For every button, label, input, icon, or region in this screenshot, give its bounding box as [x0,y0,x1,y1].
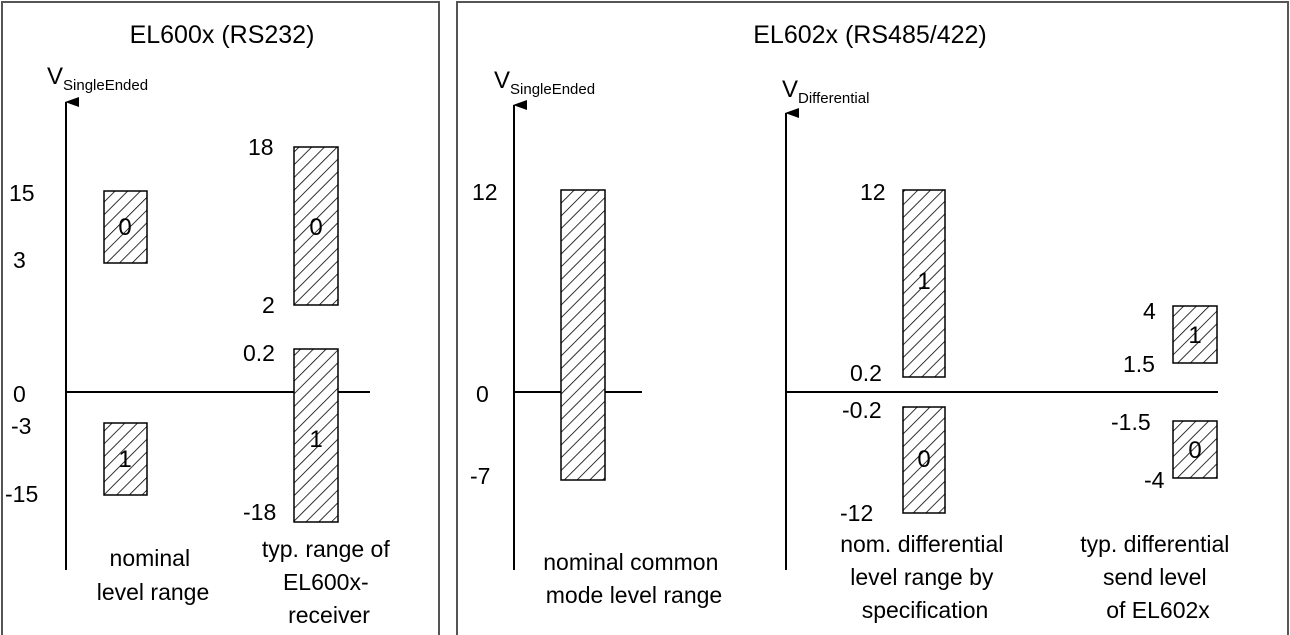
tick-label: -15 [5,481,38,507]
caption-line: typ. differential [1080,531,1229,557]
bit-label: 0 [118,214,131,241]
panel-frame [456,1,1289,635]
bit-label: 0 [1188,437,1201,464]
range-bar [902,406,946,514]
caption: nom. differential level range by specifi… [840,531,1010,623]
panel-el602x: EL602x (RS485/422) VSingleEnded 12 0 -7 … [456,1,1289,635]
caption: typ. range of EL600x- receiver [262,536,396,628]
y-axis-label-sub: Differential [798,90,869,107]
range-bar [103,422,148,496]
caption-line: EL600x- [283,569,369,595]
caption-line: mode level range [546,582,722,608]
y-axis-label-sub: SingleEnded [510,81,595,98]
bit-label: 0 [309,214,322,241]
range-bar [1172,305,1218,364]
bit-label: 1 [118,446,131,473]
caption: typ. differential send level of EL602x [1080,531,1236,623]
caption-line: specification [862,597,989,623]
y-axis-label: VDifferential [782,76,869,107]
bit-label: 1 [309,426,322,453]
panel-el600x: EL600x (RS232) VSingleEnded 15 3 0 -3 -1… [1,1,440,635]
tick-label: 18 [248,134,274,160]
tick-label: 0.2 [243,340,275,366]
caption-line: of EL602x [1106,597,1210,623]
bit-label: 1 [917,268,930,295]
y-axis-label-main: V [494,67,510,94]
caption: nominal level range [97,545,210,605]
tick-label: 0 [476,381,489,407]
range-bar [103,190,148,264]
range-bar [293,146,339,306]
caption-line: nominal [110,545,191,571]
panel-frame [1,1,440,635]
range-bar [560,189,606,481]
tick-label: 4 [1143,298,1156,324]
tick-label: 15 [9,180,35,206]
tick-label: -4 [1144,467,1165,493]
tick-label: -18 [243,499,276,525]
tick-label: -1.5 [1111,409,1151,435]
caption-line: typ. range of [262,536,390,562]
y-axis-label-main: V [782,76,798,103]
caption-line: nom. differential [840,531,1003,557]
caption-line: nominal common [543,549,718,575]
range-bar [902,189,946,378]
caption-line: level range [97,579,210,605]
range-bar [1172,420,1218,479]
range-bar [293,348,339,523]
tick-label: -12 [840,500,873,526]
tick-label: 0 [13,381,26,407]
tick-label: 1.5 [1123,351,1155,377]
caption-line: receiver [288,602,370,628]
y-axis-label-sub: SingleEnded [63,77,148,94]
y-axis-label: VSingleEnded [47,63,148,94]
tick-label: -0.2 [842,397,882,423]
tick-label: 12 [860,179,886,205]
bit-label: 1 [1188,322,1201,349]
tick-label: 3 [13,247,26,273]
caption-line: send level [1103,564,1207,590]
tick-label: -3 [11,413,31,439]
panel-title: EL602x (RS485/422) [753,21,986,49]
y-axis-label: VSingleEnded [494,67,595,98]
tick-label: -7 [470,463,490,489]
y-axis-label-main: V [47,63,63,90]
caption-line: level range by [850,564,994,590]
panel-title: EL600x (RS232) [130,21,315,49]
bit-label: 0 [917,446,930,473]
tick-label: 12 [472,179,498,205]
tick-label: 0.2 [850,360,882,386]
caption: nominal common mode level range [543,549,725,608]
tick-label: 2 [262,292,275,318]
